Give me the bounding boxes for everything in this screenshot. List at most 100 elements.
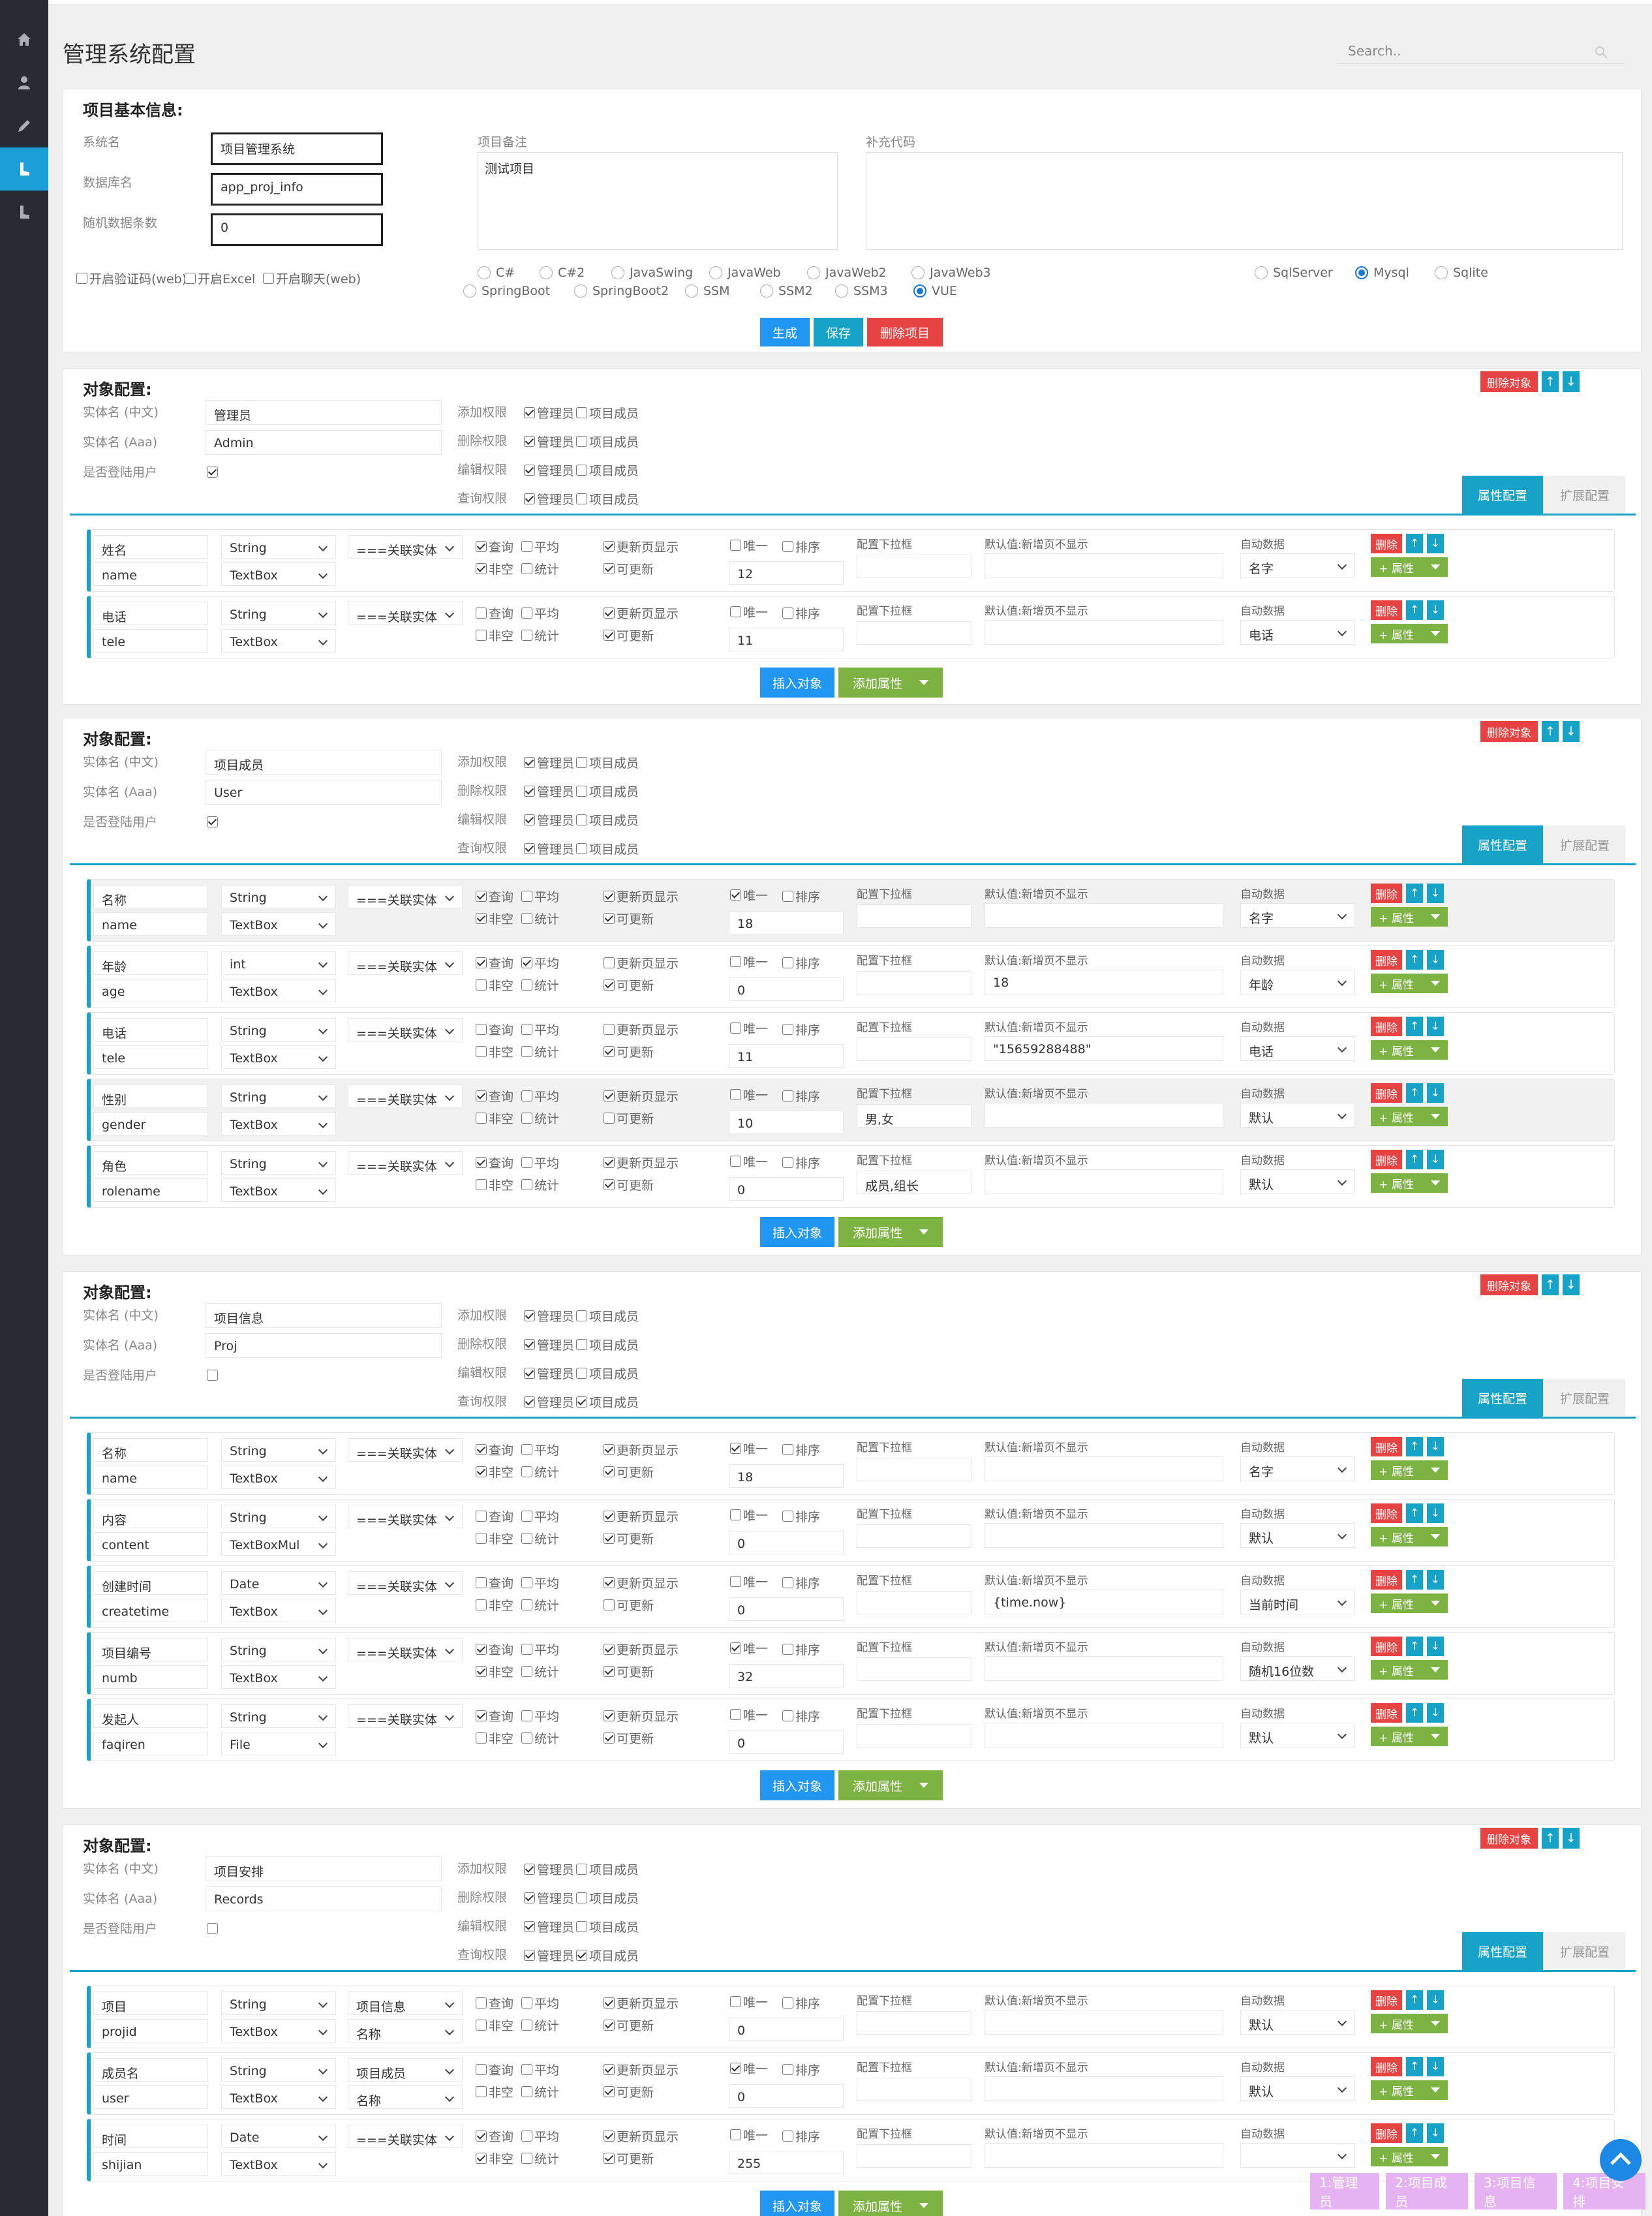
tab-ext-config[interactable]: 扩展配置	[1544, 825, 1625, 863]
field-control-select[interactable]: TextBox	[221, 1599, 336, 1622]
field-length-input[interactable]: 11	[729, 628, 844, 651]
db-radio-Sqlite[interactable]: Sqlite	[1435, 266, 1488, 280]
checkbox[interactable]	[207, 1370, 218, 1381]
updatable-checkbox[interactable]: 可更新	[604, 1176, 654, 1193]
unique-checkbox[interactable]: 唯一	[730, 1573, 768, 1590]
checkbox[interactable]	[476, 630, 487, 641]
checkbox[interactable]	[524, 1368, 535, 1379]
unique-checkbox[interactable]: 唯一	[730, 1439, 768, 1457]
dropdown-config-input[interactable]	[857, 1038, 971, 1061]
checkbox[interactable]	[730, 1576, 741, 1587]
field-control-select[interactable]: TextBox	[221, 629, 336, 653]
auto-data-select[interactable]: 默认	[1240, 1523, 1355, 1548]
unique-checkbox[interactable]: 唯一	[730, 1506, 768, 1524]
perm-role-member[interactable]: 项目成员	[576, 782, 639, 800]
field-down-button[interactable]: ↓	[1427, 1083, 1444, 1103]
checkbox[interactable]	[782, 1710, 793, 1721]
updatable-checkbox[interactable]: 可更新	[604, 560, 654, 577]
auto-data-select[interactable]: 默认	[1240, 1169, 1355, 1194]
field-control-select[interactable]: TextBox	[221, 1045, 336, 1069]
perm-role-member[interactable]: 项目成员	[576, 1364, 639, 1382]
updatable-checkbox[interactable]: 可更新	[604, 2083, 654, 2101]
checkbox[interactable]	[730, 1443, 741, 1454]
field-cn-input[interactable]: 内容	[93, 1505, 208, 1528]
checkbox[interactable]	[604, 608, 615, 619]
search-icon[interactable]	[1593, 44, 1609, 60]
add-property-button[interactable]: + 属性	[1371, 907, 1448, 927]
checkbox[interactable]	[730, 2129, 741, 2140]
checkbox[interactable]	[524, 493, 535, 504]
checkbox[interactable]	[576, 1368, 587, 1379]
checkbox[interactable]	[576, 407, 587, 418]
notnull-checkbox[interactable]: 非空	[476, 1530, 513, 1547]
checkbox[interactable]	[207, 816, 218, 827]
checkbox[interactable]	[524, 436, 535, 447]
basic-check-2[interactable]: 开启Excel	[185, 269, 255, 287]
field-up-button[interactable]: ↑	[1406, 884, 1423, 903]
checkbox[interactable]	[476, 1511, 487, 1522]
perm-role-member[interactable]: 项目成员	[576, 490, 639, 508]
query-checkbox[interactable]: 查询	[476, 1021, 513, 1038]
lang-radio-C#2[interactable]: C#2	[540, 266, 585, 280]
checkbox[interactable]	[604, 1997, 615, 2008]
field-up-button[interactable]: ↑	[1406, 1083, 1423, 1103]
perm-role-admin[interactable]: 管理员	[524, 1918, 574, 1935]
checkbox[interactable]	[476, 541, 487, 552]
perm-role-admin[interactable]: 管理员	[524, 404, 574, 422]
perm-role-member[interactable]: 项目成员	[576, 1336, 639, 1353]
delete-object-button[interactable]: 删除对象	[1480, 721, 1538, 742]
delete-object-button[interactable]: 删除对象	[1480, 1828, 1538, 1849]
notnull-checkbox[interactable]: 非空	[476, 1596, 513, 1614]
delete-field-button[interactable]: 删除	[1371, 534, 1402, 553]
sort-checkbox[interactable]: 排序	[782, 1087, 820, 1105]
sort-checkbox[interactable]: 排序	[782, 1021, 820, 1038]
unique-checkbox[interactable]: 唯一	[730, 1706, 768, 1723]
checkbox[interactable]	[730, 956, 741, 967]
insert-object-button[interactable]: 插入对象	[760, 1217, 834, 1247]
move-up-button[interactable]: ↑	[1542, 1828, 1559, 1849]
delete-field-button[interactable]: 删除	[1371, 1083, 1402, 1103]
field-down-button[interactable]: ↓	[1427, 1990, 1444, 2010]
avg-checkbox[interactable]: 平均	[521, 2127, 559, 2145]
checkbox[interactable]	[524, 1339, 535, 1350]
radio-button[interactable]	[463, 285, 476, 298]
dropdown-config-input[interactable]	[857, 1591, 971, 1614]
perm-role-admin[interactable]: 管理员	[524, 782, 574, 800]
entity-en-input[interactable]: User	[206, 780, 442, 805]
radio-button[interactable]	[574, 285, 587, 298]
field-control-select[interactable]: TextBox	[221, 2085, 336, 2109]
checkbox[interactable]	[521, 1113, 532, 1124]
checkbox[interactable]	[524, 843, 535, 854]
field-en-input[interactable]: shijian	[93, 2152, 208, 2176]
field-relation-field-select[interactable]: 名称	[348, 2085, 463, 2109]
field-en-input[interactable]: age	[93, 979, 208, 1002]
add-attribute-button[interactable]: 添加属性	[838, 668, 943, 698]
perm-role-member[interactable]: 项目成员	[576, 461, 639, 479]
checkbox[interactable]	[782, 957, 793, 968]
checkbox[interactable]	[521, 1533, 532, 1544]
radio-button[interactable]	[835, 285, 848, 298]
radio-button[interactable]	[911, 266, 925, 279]
delete-field-button[interactable]: 删除	[1371, 1637, 1402, 1656]
move-down-button[interactable]: ↓	[1563, 1274, 1580, 1295]
field-cn-input[interactable]: 电话	[93, 602, 208, 625]
checkbox[interactable]	[521, 630, 532, 641]
auto-data-select[interactable]: 名字	[1240, 553, 1355, 578]
avg-checkbox[interactable]: 平均	[521, 2061, 559, 2078]
sort-checkbox[interactable]: 排序	[782, 1707, 820, 1725]
field-up-button[interactable]: ↑	[1406, 1437, 1423, 1456]
checkbox[interactable]	[730, 1996, 741, 2007]
checkbox[interactable]	[476, 1024, 487, 1035]
checkbox[interactable]	[476, 1466, 487, 1477]
add-attribute-button[interactable]: 添加属性	[838, 1217, 943, 1247]
auto-data-select[interactable]: 电话	[1240, 620, 1355, 645]
save-button[interactable]: 保存	[814, 318, 863, 346]
default-value-input[interactable]	[985, 1523, 1223, 1548]
checkbox[interactable]	[476, 1533, 487, 1544]
perm-role-admin[interactable]: 管理员	[524, 490, 574, 508]
auto-data-select[interactable]: 随机16位数	[1240, 1656, 1355, 1681]
avg-checkbox[interactable]: 平均	[521, 1087, 559, 1105]
perm-role-member[interactable]: 项目成员	[576, 1918, 639, 1935]
checkbox[interactable]	[782, 1090, 793, 1101]
delete-field-button[interactable]: 删除	[1371, 950, 1402, 970]
